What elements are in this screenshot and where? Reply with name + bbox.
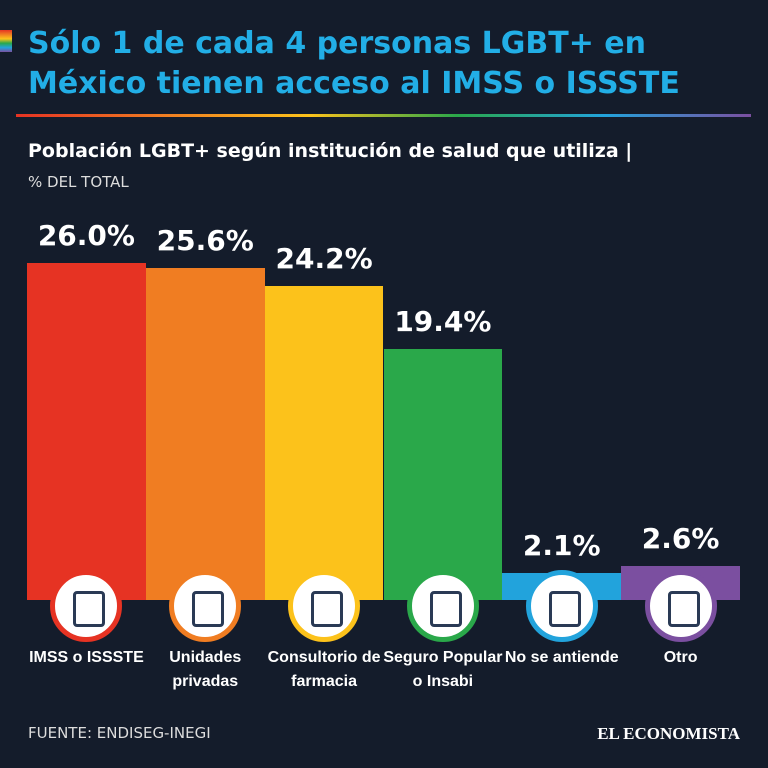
category-label: Unidades privadas (169, 649, 242, 690)
bar (264, 286, 384, 600)
icon (406, 570, 479, 642)
icon (644, 570, 717, 642)
source: FUENTE: ENDISEG-INEGI (28, 724, 211, 742)
subtitle: Población LGBT+ según institución de sal… (28, 140, 633, 162)
value-label: 24.2% (275, 242, 373, 276)
bar (145, 268, 265, 600)
icon (288, 570, 361, 642)
category-label: No se antiende (504, 649, 619, 666)
category-label: Consultorio de farmacia (267, 649, 381, 690)
icon (525, 570, 598, 642)
value-label: 19.4% (394, 304, 492, 338)
value-label: 2.1% (522, 528, 601, 562)
rule (16, 114, 751, 117)
unit-label: % DEL TOTAL (28, 173, 129, 191)
chart-title: Sólo 1 de cada 4 personas LGBT+ en Méxic… (28, 26, 680, 101)
icon (50, 570, 123, 642)
category-label: Seguro Popular o Insabi (383, 649, 503, 690)
value-label: 2.6% (641, 522, 720, 556)
bar (383, 348, 503, 600)
brand: EL ECONOMISTA (597, 724, 740, 743)
category-label: Otro (663, 649, 698, 666)
icon (169, 570, 242, 642)
value-label: 26.0% (37, 219, 135, 252)
category-label: IMSS o ISSSTE (29, 649, 144, 666)
bar (27, 263, 146, 600)
value-label: 25.6% (156, 224, 254, 258)
flag (0, 30, 12, 52)
